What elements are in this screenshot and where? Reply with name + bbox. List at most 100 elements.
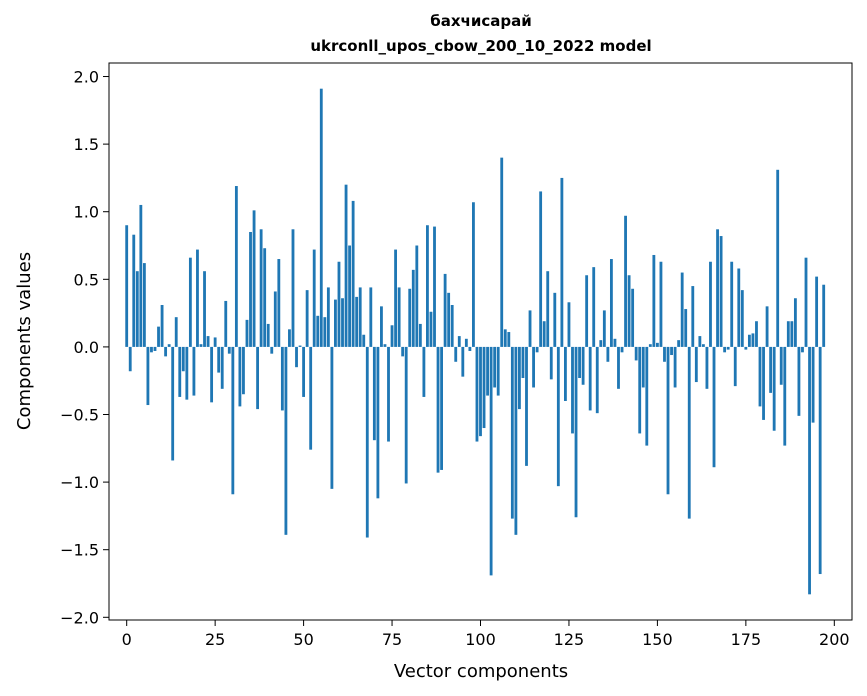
bar bbox=[135, 271, 139, 347]
bar bbox=[606, 346, 610, 362]
x-axis-label: Vector components bbox=[394, 661, 568, 682]
bar bbox=[401, 346, 405, 357]
bar bbox=[479, 346, 482, 437]
bar bbox=[542, 321, 546, 347]
bar bbox=[733, 346, 737, 387]
bar bbox=[762, 346, 765, 420]
bar bbox=[298, 345, 302, 347]
bar bbox=[157, 326, 160, 347]
bar bbox=[447, 292, 451, 347]
bar bbox=[723, 346, 727, 353]
bar bbox=[196, 249, 199, 347]
bar bbox=[302, 346, 306, 397]
bar bbox=[355, 296, 359, 347]
bar bbox=[376, 346, 380, 499]
bar bbox=[174, 317, 178, 347]
bar bbox=[574, 346, 578, 518]
bar bbox=[160, 305, 164, 347]
bar bbox=[418, 323, 422, 347]
bar bbox=[185, 346, 189, 400]
bar bbox=[192, 346, 196, 396]
bars bbox=[125, 88, 826, 595]
bar bbox=[330, 346, 334, 489]
bar bbox=[259, 229, 263, 347]
bar bbox=[663, 346, 666, 362]
bar bbox=[804, 257, 808, 347]
bar bbox=[426, 225, 429, 347]
bar bbox=[556, 346, 560, 487]
bar bbox=[178, 346, 182, 397]
bar bbox=[765, 306, 769, 347]
bar bbox=[627, 275, 631, 347]
y-axis-label: Components values bbox=[14, 252, 35, 430]
bar bbox=[397, 287, 401, 347]
bar bbox=[220, 346, 224, 389]
bar bbox=[503, 329, 507, 347]
bar bbox=[588, 346, 592, 411]
bar bbox=[234, 186, 238, 347]
bar bbox=[280, 346, 284, 411]
bar bbox=[701, 344, 705, 347]
bar bbox=[146, 346, 150, 406]
bar bbox=[326, 287, 330, 347]
bar bbox=[525, 346, 528, 466]
bar bbox=[132, 234, 136, 347]
bar bbox=[344, 184, 348, 347]
bar bbox=[387, 346, 390, 442]
bar bbox=[266, 323, 270, 347]
bar bbox=[224, 300, 228, 347]
bar bbox=[698, 336, 702, 347]
bar bbox=[560, 177, 564, 347]
bar bbox=[305, 290, 309, 347]
bar bbox=[125, 225, 129, 347]
bar bbox=[567, 302, 571, 347]
bar bbox=[153, 346, 157, 351]
bar bbox=[443, 273, 447, 347]
chart-subtitle: ukrconll_upos_cbow_200_10_2022 model bbox=[310, 37, 651, 55]
bar bbox=[404, 346, 408, 484]
bar bbox=[489, 346, 493, 576]
bar bbox=[571, 346, 574, 434]
bar bbox=[521, 346, 525, 378]
bar bbox=[348, 245, 352, 347]
bar bbox=[532, 346, 535, 388]
bar bbox=[365, 346, 369, 538]
bar bbox=[464, 338, 468, 347]
bar bbox=[390, 325, 394, 347]
plot-frame bbox=[108, 62, 853, 621]
bar bbox=[659, 261, 663, 347]
bar bbox=[514, 346, 518, 535]
bar bbox=[779, 346, 783, 385]
bar bbox=[730, 261, 734, 347]
bar bbox=[553, 292, 557, 347]
bar bbox=[291, 229, 295, 347]
x-axis-ticks: 0 25 50 75 100 125 150 175 200 bbox=[122, 620, 850, 649]
bar bbox=[227, 346, 231, 354]
y-tick-label: 1.5 bbox=[74, 135, 99, 154]
bar bbox=[539, 191, 543, 347]
bar bbox=[242, 346, 245, 395]
bar bbox=[564, 346, 567, 401]
bar bbox=[811, 346, 815, 423]
y-tick-label: 0.0 bbox=[74, 338, 99, 357]
bar bbox=[737, 268, 741, 347]
bar bbox=[528, 310, 532, 347]
bar bbox=[341, 298, 344, 347]
bar bbox=[323, 317, 327, 347]
bar bbox=[709, 261, 712, 347]
bar bbox=[602, 310, 606, 347]
bar bbox=[585, 275, 589, 347]
bar bbox=[309, 346, 313, 450]
x-tick-label: 125 bbox=[554, 630, 585, 649]
bar bbox=[677, 340, 681, 347]
y-tick-label: 2.0 bbox=[74, 68, 99, 87]
bar bbox=[273, 291, 277, 347]
bar bbox=[440, 346, 443, 470]
bar bbox=[691, 286, 695, 347]
bar bbox=[670, 346, 673, 356]
bar bbox=[263, 248, 267, 347]
bar bbox=[312, 249, 316, 347]
bar bbox=[210, 346, 214, 403]
bar bbox=[450, 305, 454, 347]
